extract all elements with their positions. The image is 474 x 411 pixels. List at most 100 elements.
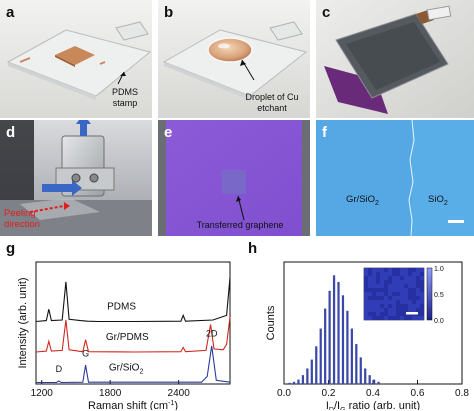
inset-heatmap-cell: [392, 308, 396, 312]
inset-heatmap-cell: [404, 300, 408, 304]
histogram-bar: [288, 382, 291, 384]
raman-x-tick-label: 1800: [99, 388, 122, 399]
histogram-bar: [324, 308, 327, 384]
inset-heatmap-cell: [364, 300, 368, 304]
inset-heatmap-cell: [404, 308, 408, 312]
raman-x-label-sup: -1: [168, 400, 174, 407]
raman-x-label: Raman shift (cm-1): [88, 400, 178, 410]
histogram-x-tick-label: 0.0: [277, 388, 291, 399]
inset-heatmap-cell: [392, 288, 396, 292]
inset-heatmap-cell: [380, 284, 384, 288]
inset-heatmap-cell: [388, 268, 392, 272]
inset-heatmap-cell: [408, 276, 412, 280]
inset-scale-bar: [406, 312, 418, 315]
inset-heatmap-cell: [388, 280, 392, 284]
inset-heatmap-cell: [420, 268, 424, 272]
inset-heatmap-cell: [416, 300, 420, 304]
inset-heatmap-cell: [392, 268, 396, 272]
inset-heatmap-cell: [380, 304, 384, 308]
panel-e-image: [158, 120, 310, 236]
raman-legend-gr-pdms: Gr/PDMS: [106, 332, 149, 343]
inset-heatmap-cell: [392, 304, 396, 308]
raman-x-tick-label: 1200: [31, 388, 54, 399]
inset-heatmap-cell: [408, 308, 412, 312]
inset-heatmap-cell: [384, 308, 388, 312]
inset-heatmap-cell: [372, 280, 376, 284]
histogram-plot-area: 0.0 0.2 0.4 0.6 0.8 1.0 0.5 0.0 ID/IG ratio (arb…: [265, 261, 469, 410]
inset-heatmap-cell: [376, 292, 380, 296]
histogram-bar: [373, 379, 376, 384]
histogram-x-tick-label: 0.2: [322, 388, 336, 399]
inset-heatmap-cell: [392, 296, 396, 300]
inset-heatmap-cell: [416, 292, 420, 296]
inset-heatmap-cell: [412, 316, 416, 320]
raman-legend-pdms: PDMS: [107, 301, 136, 312]
inset-heatmap-cell: [384, 276, 388, 280]
inset-heatmap-cell: [392, 312, 396, 316]
inset-heatmap-cell: [400, 292, 404, 296]
inset-heatmap-cell: [404, 268, 408, 272]
panel-b-image: [158, 0, 310, 118]
inset-heatmap-cell: [396, 300, 400, 304]
inset-heatmap-cell: [388, 308, 392, 312]
inset-heatmap-cell: [412, 272, 416, 276]
histogram-bar: [350, 328, 353, 384]
panel-a-photo: [0, 0, 152, 118]
panel-f-right-text: SiO2: [428, 194, 448, 209]
inset-heatmap-cell: [384, 280, 388, 284]
inset-heatmap-cell: [388, 296, 392, 300]
inset-heatmap-cell: [400, 296, 404, 300]
histogram-x-tick-label: 0.8: [455, 388, 469, 399]
inset-heatmap-cell: [388, 276, 392, 280]
inset-heatmap-cell: [384, 304, 388, 308]
inset-heatmap-cell: [400, 308, 404, 312]
histogram-bar: [346, 310, 349, 384]
panel-h-label: h: [248, 240, 258, 257]
inset-heatmap-cell: [372, 308, 376, 312]
inset-heatmap-cell: [416, 316, 420, 320]
inset-heatmap-cell: [408, 272, 412, 276]
inset-heatmap-cell: [416, 284, 420, 288]
inset-heatmap-cell: [404, 276, 408, 280]
inset-heatmap-cell: [400, 276, 404, 280]
inset-heatmap-cell: [392, 284, 396, 288]
inset-heatmap-cell: [388, 300, 392, 304]
inset-heatmap-cell: [404, 288, 408, 292]
inset-heatmap-cell: [372, 272, 376, 276]
inset-heatmap-cell: [404, 304, 408, 308]
inset-heatmap-cell: [384, 292, 388, 296]
panel-f-left-sub: 2: [375, 199, 379, 207]
inset-heatmap-cell: [412, 268, 416, 272]
raman-peak-label: 2D: [206, 329, 218, 339]
inset-heatmap-cell: [368, 280, 372, 284]
raman-x-label-end: ): [174, 400, 178, 410]
inset-heatmap-cell: [376, 280, 380, 284]
histogram-x-label: ID/IG ratio (arb. unit): [326, 400, 420, 410]
raman-legend-gr-sio2: Gr/SiO2: [109, 362, 144, 375]
inset-heatmap-cell: [420, 304, 424, 308]
inset-heatmap-cell: [416, 280, 420, 284]
histogram-bar: [328, 290, 331, 384]
inset-heatmap-cell: [388, 272, 392, 276]
inset-heatmap-cell: [396, 312, 400, 316]
inset-heatmap-cell: [404, 280, 408, 284]
inset-heatmap-cell: [412, 280, 416, 284]
panel-a-annotation: PDMS stamp: [111, 87, 138, 108]
histogram-bar: [377, 381, 380, 384]
inset-heatmap-cell: [368, 296, 372, 300]
inset-heatmap-cell: [376, 312, 380, 316]
inset-heatmap-cell: [408, 284, 412, 288]
inset-heatmap-cell: [364, 268, 368, 272]
inset-heatmap-cell: [396, 296, 400, 300]
raman-peak-label: D: [56, 364, 63, 374]
inset-heatmap-cell: [420, 272, 424, 276]
panel-d-annotation: Peeling direction: [4, 208, 40, 230]
inset-heatmap-cell: [412, 284, 416, 288]
inset-heatmap-cell: [376, 288, 380, 292]
panel-b-photo: [158, 0, 310, 118]
inset-heatmap-cell: [368, 292, 372, 296]
inset-heatmap-cell: [400, 304, 404, 308]
panel-b-annotation: Droplet of Cu etchant: [245, 92, 299, 113]
inset-heatmap-cell: [364, 296, 368, 300]
inset-heatmap-cell: [392, 280, 396, 284]
